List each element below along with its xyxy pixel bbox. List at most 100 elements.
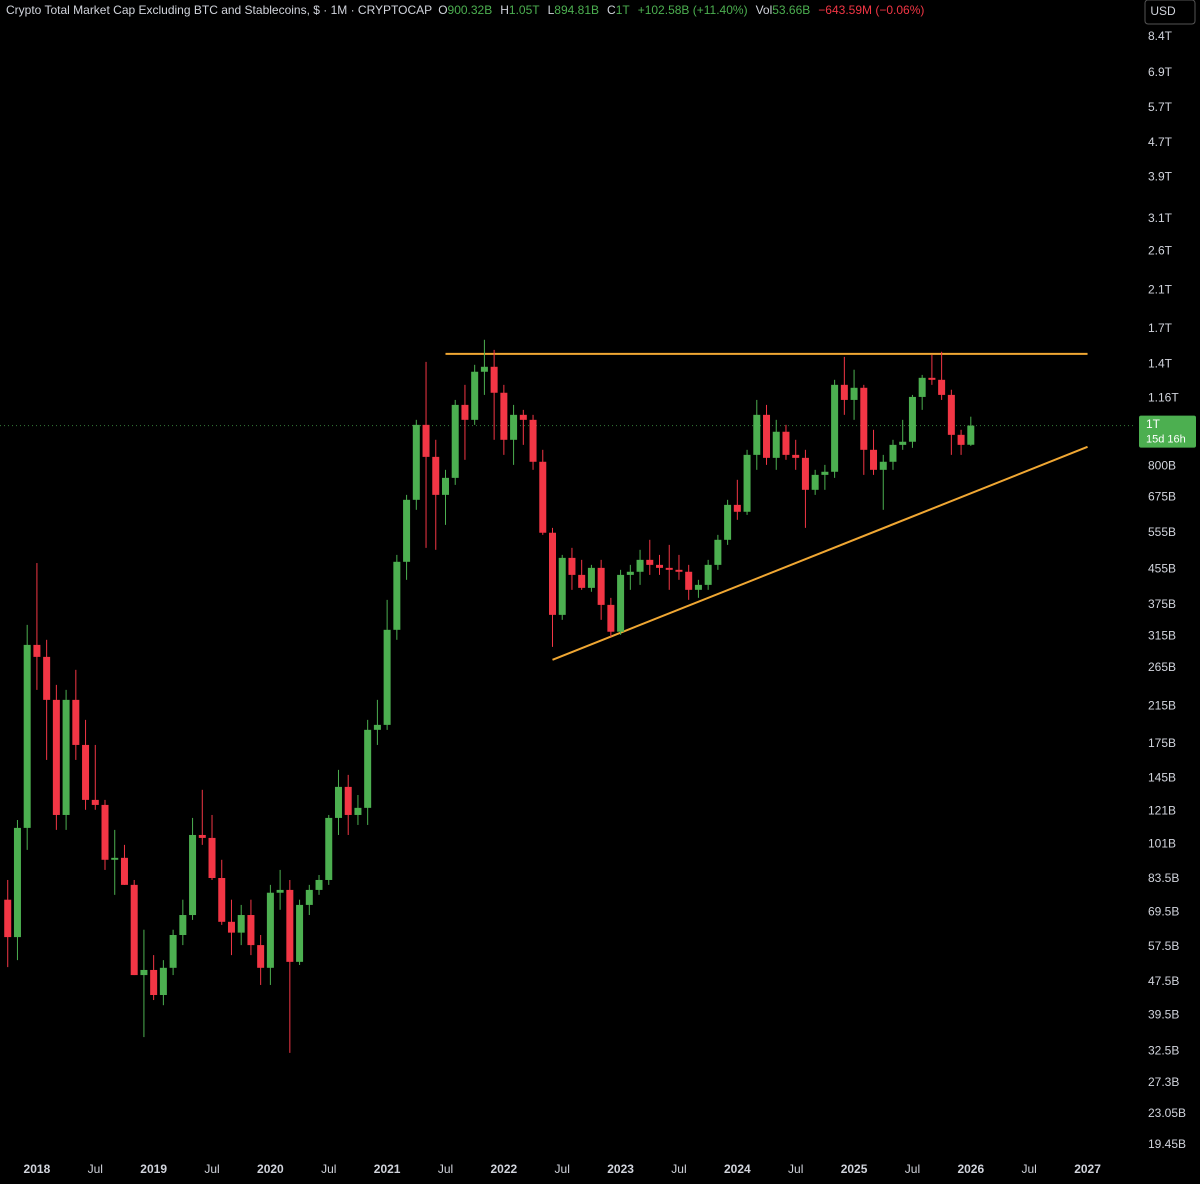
- candle-body: [811, 474, 819, 490]
- candle-body: [763, 414, 771, 458]
- x-tick-label: Jul: [1022, 1162, 1037, 1176]
- y-tick-label: 39.5B: [1148, 1008, 1179, 1022]
- price-tag-label: 1T: [1146, 417, 1161, 431]
- candle-body: [490, 366, 498, 393]
- candle-body: [198, 834, 206, 838]
- x-tick-label: 2026: [957, 1162, 984, 1176]
- candle-body: [257, 945, 265, 968]
- x-tick-label: 2018: [24, 1162, 51, 1176]
- ohlc-values: O 900.32B H 1.05T L 894.81B C 1T: [432, 3, 630, 17]
- candle-body: [772, 431, 780, 458]
- candle-body: [111, 857, 119, 860]
- chart-title: Crypto Total Market Cap Excluding BTC an…: [6, 3, 433, 17]
- y-tick-label: 23.05B: [1148, 1106, 1186, 1120]
- candle-body: [179, 915, 187, 936]
- candle-body: [656, 564, 664, 568]
- candle-body: [218, 878, 226, 922]
- volume: 53.66B: [772, 3, 811, 17]
- y-tick-label: 83.5B: [1148, 871, 1179, 885]
- candle-body: [714, 539, 722, 565]
- candle-body: [860, 387, 868, 450]
- y-tick-label: 3.1T: [1148, 211, 1173, 225]
- candle-body: [169, 935, 177, 968]
- candle-body: [597, 567, 605, 605]
- candle-body: [782, 431, 790, 455]
- x-tick-label: 2021: [374, 1162, 401, 1176]
- candle-body: [33, 644, 41, 657]
- candle-body: [140, 969, 148, 976]
- candle-body: [694, 584, 702, 590]
- candle-body: [908, 396, 916, 442]
- candle-body: [354, 807, 362, 815]
- candle-body: [870, 449, 878, 470]
- candle-body: [471, 371, 479, 420]
- candle-body: [529, 419, 537, 462]
- ohlc-value: 1T: [615, 3, 630, 17]
- candle-body: [189, 834, 197, 916]
- candle-body: [558, 557, 566, 615]
- candle-body: [549, 532, 556, 615]
- currency: USD: [1150, 4, 1176, 18]
- trendline: [552, 445, 1088, 661]
- candle-body: [636, 559, 644, 572]
- candle-body: [928, 377, 936, 380]
- candle-body: [43, 656, 51, 700]
- y-tick-label: 27.3B: [1148, 1075, 1179, 1089]
- candle-body: [480, 366, 488, 372]
- candle-body: [383, 629, 391, 725]
- candle-body: [743, 454, 751, 512]
- y-tick-label: 101B: [1148, 836, 1176, 850]
- candle-body: [286, 889, 294, 962]
- candle-body: [879, 461, 887, 470]
- y-tick-label: 1.16T: [1148, 391, 1179, 405]
- candle-body: [4, 899, 12, 938]
- candle-body: [675, 569, 683, 572]
- candle-body: [646, 559, 654, 565]
- x-tick-label: Jul: [555, 1162, 570, 1176]
- candle-body: [510, 414, 518, 440]
- x-tick-label: 2019: [140, 1162, 167, 1176]
- x-tick-label: Jul: [905, 1162, 920, 1176]
- candle-body: [918, 377, 926, 397]
- candle-body: [62, 699, 70, 815]
- ohlc-value: 894.81B: [554, 3, 600, 17]
- candle-body: [957, 434, 965, 445]
- candle-body: [403, 499, 411, 562]
- header: Crypto Total Market Cap Excluding BTC an…: [6, 3, 924, 17]
- candle-body: [325, 817, 333, 880]
- y-tick-label: 675B: [1148, 490, 1176, 504]
- candle-body: [850, 387, 858, 400]
- y-tick-label: 800B: [1148, 458, 1176, 472]
- y-tick-label: 145B: [1148, 770, 1176, 784]
- x-tick-label: 2022: [491, 1162, 518, 1176]
- candle-body: [587, 567, 595, 588]
- candle-body: [831, 384, 839, 472]
- candle-body: [101, 804, 109, 860]
- candle-body: [617, 574, 625, 632]
- y-tick-label: 47.5B: [1148, 974, 1179, 988]
- candle-body: [52, 699, 60, 815]
- x-tick-label: 2027: [1074, 1162, 1101, 1176]
- countdown: 15d 16h: [1146, 433, 1186, 445]
- candle-body: [393, 561, 401, 630]
- y-tick-label: 315B: [1148, 629, 1176, 643]
- candle-body: [967, 425, 975, 445]
- candle-body: [364, 729, 372, 808]
- y-tick-label: 555B: [1148, 525, 1176, 539]
- candle-body: [665, 567, 673, 570]
- y-tick-label: 2.1T: [1148, 282, 1173, 296]
- candle-body: [733, 504, 741, 512]
- candle-body: [539, 461, 547, 533]
- candle-body: [72, 699, 80, 745]
- ohlc-key: O: [438, 3, 448, 17]
- candle-body: [334, 786, 342, 818]
- candle-body: [801, 457, 809, 490]
- x-tick-label: 2024: [724, 1162, 751, 1176]
- candle-body: [227, 921, 235, 933]
- candle-body: [412, 424, 420, 500]
- y-tick-label: 57.5B: [1148, 939, 1179, 953]
- candle-body: [305, 889, 313, 905]
- candle-body: [578, 574, 586, 588]
